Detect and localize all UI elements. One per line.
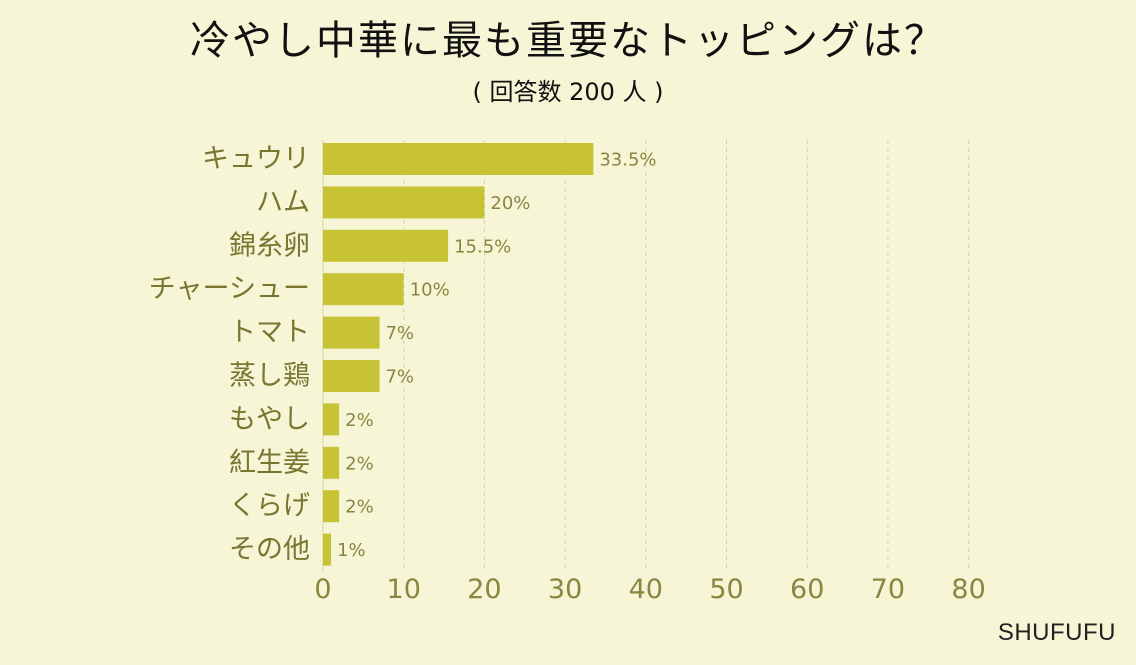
category-label: 錦糸卵	[229, 230, 310, 261]
x-tick-label: 40	[629, 574, 663, 605]
value-label: 7%	[385, 323, 414, 344]
category-label: キュウリ	[202, 144, 310, 175]
x-tick-label: 60	[790, 574, 824, 605]
value-label: 10%	[410, 280, 450, 301]
bar	[323, 186, 485, 219]
bar	[323, 403, 340, 436]
value-label: 15.5%	[454, 236, 511, 257]
value-label: 2%	[345, 410, 374, 431]
value-label: 33.5%	[599, 150, 656, 171]
category-label: 蒸し鶏	[229, 361, 310, 392]
category-label: トマト	[229, 317, 310, 348]
bar	[323, 229, 449, 262]
x-tick-label: 30	[548, 574, 582, 605]
chart-subtitle: ( 回答数 200 人 )	[472, 78, 664, 106]
chart-title: 冷やし中華に最も重要なトッピングは？	[190, 18, 946, 64]
bar	[323, 143, 594, 175]
x-tick-label: 10	[387, 574, 421, 605]
category-label: もやし	[229, 404, 310, 435]
bar	[323, 490, 340, 523]
category-label: 紅生姜	[229, 447, 310, 478]
x-tick-label: 0	[314, 574, 331, 605]
value-label: 2%	[345, 497, 374, 518]
value-label: 7%	[385, 367, 414, 388]
x-tick-label: 70	[871, 574, 905, 605]
value-label: 1%	[337, 540, 366, 561]
bar	[323, 360, 380, 392]
x-tick-label: 50	[709, 574, 743, 605]
bar	[323, 533, 332, 566]
x-tick-label: 80	[951, 574, 985, 605]
brand-watermark: SHUFUFU	[997, 619, 1116, 646]
value-label: 20%	[490, 193, 530, 214]
category-label: チャーシュー	[149, 274, 310, 305]
category-label: ハム	[256, 187, 310, 218]
category-label: くらげ	[229, 491, 310, 522]
bar	[323, 446, 340, 479]
value-label: 2%	[345, 453, 374, 474]
x-tick-label: 20	[467, 574, 501, 605]
bar	[323, 273, 404, 306]
bar	[323, 316, 380, 349]
category-label: その他	[229, 534, 310, 565]
